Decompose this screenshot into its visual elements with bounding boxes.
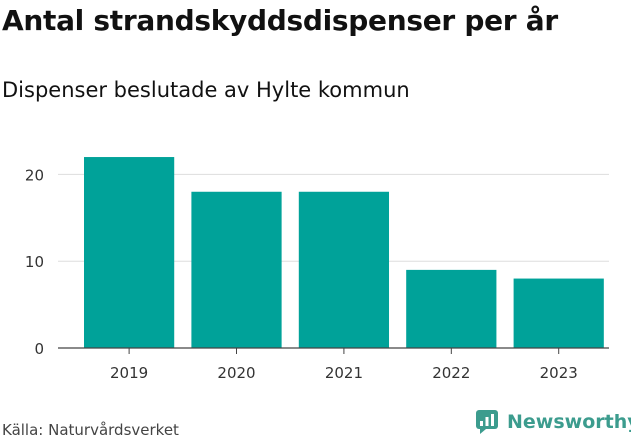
x-tick-label: 2020	[217, 364, 255, 382]
brand-name: Newsworthy	[507, 411, 631, 433]
y-tick-label: 10	[25, 253, 44, 271]
source-note: Källa: Naturvårdsverket	[2, 421, 179, 439]
y-tick-label: 0	[34, 340, 44, 358]
bar-2021	[298, 191, 390, 348]
brand-logo: Newsworthy	[475, 409, 631, 435]
bar-2019	[84, 157, 175, 348]
bar-2023	[513, 278, 604, 348]
x-tick-label: 2022	[432, 364, 470, 382]
newsworthy-logo-icon	[476, 410, 498, 434]
chart-subtitle: Dispenser beslutade av Hylte kommun	[2, 78, 410, 102]
bar-2020	[191, 191, 282, 348]
y-tick-label: 20	[25, 166, 44, 184]
x-tick-label: 2019	[110, 364, 148, 382]
x-tick-label: 2021	[325, 364, 363, 382]
x-tick-label: 2023	[540, 364, 578, 382]
chart-title: Antal strandskyddsdispenser per år	[2, 4, 558, 37]
bar-2022	[406, 269, 497, 348]
